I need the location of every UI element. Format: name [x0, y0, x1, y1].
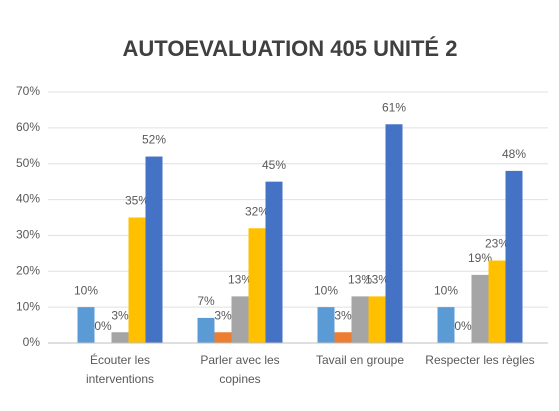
data-label: 35% [125, 194, 149, 208]
bar [197, 317, 215, 343]
data-label: 32% [245, 204, 269, 218]
bar [265, 181, 283, 343]
data-label: 61% [382, 100, 406, 114]
bar [128, 217, 146, 343]
data-label: 7% [197, 294, 215, 308]
data-label: 0% [94, 319, 112, 333]
bar [368, 296, 386, 343]
y-tick-label: 40% [16, 192, 40, 206]
data-label: 3% [214, 308, 232, 322]
data-label: 13% [228, 273, 252, 287]
data-label: 3% [334, 308, 352, 322]
y-tick-label: 70% [16, 84, 40, 98]
bar [471, 274, 489, 343]
bar [231, 296, 249, 343]
x-tick-label: Écouter les interventions [85, 353, 155, 386]
data-label: 10% [434, 283, 458, 297]
bar [351, 296, 369, 343]
data-label: 0% [454, 319, 472, 333]
y-tick-label: 10% [16, 299, 40, 313]
bar [77, 307, 95, 343]
bar [505, 170, 523, 343]
y-tick-label: 50% [16, 156, 40, 170]
y-tick-label: 60% [16, 120, 40, 134]
bar [214, 332, 232, 343]
x-tick-label: Tavail en groupe [315, 353, 405, 367]
bar [385, 124, 403, 344]
data-label: 48% [502, 147, 526, 161]
data-label: 23% [485, 237, 509, 251]
bar [488, 260, 506, 343]
x-tick-label: Parler avec les copines [200, 353, 280, 386]
data-label: 3% [111, 308, 129, 322]
data-label: 10% [314, 283, 338, 297]
y-tick-label: 0% [23, 335, 41, 349]
bar [437, 307, 455, 343]
data-label: 19% [468, 251, 492, 265]
bar [248, 228, 266, 343]
bar [317, 307, 335, 343]
bar [111, 332, 129, 343]
data-label: 10% [74, 283, 98, 297]
data-label: 45% [262, 158, 286, 172]
chart-title: AUTOEVALUATION 405 UNITÉ 2 [123, 36, 458, 61]
y-tick-label: 20% [16, 263, 40, 277]
x-tick-label: Respecter les règles [425, 353, 535, 367]
data-label: 13% [365, 273, 389, 287]
bar [334, 332, 352, 343]
bar [145, 156, 163, 343]
data-label: 52% [142, 133, 166, 147]
data-label: 13% [348, 273, 372, 287]
y-tick-label: 30% [16, 228, 40, 242]
